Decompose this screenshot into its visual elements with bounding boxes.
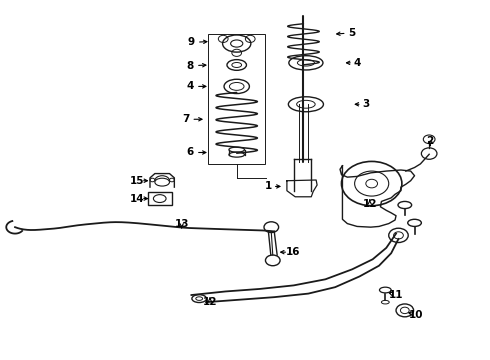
Text: 14: 14 [129,194,144,203]
Text: 13: 13 [174,219,189,229]
Text: 6: 6 [187,148,194,157]
Text: 5: 5 [348,28,356,38]
Text: 1: 1 [265,181,272,192]
Text: 4: 4 [187,81,194,91]
Bar [208,33,266,164]
Text: 12: 12 [363,199,377,209]
Bar [147,192,172,205]
Text: 11: 11 [389,290,403,300]
Text: 3: 3 [362,99,369,109]
Text: 9: 9 [188,37,195,48]
Text: 8: 8 [187,61,194,71]
Text: 2: 2 [426,136,434,147]
Text: 4: 4 [353,58,361,68]
Text: 16: 16 [286,247,300,257]
Text: 10: 10 [409,310,424,320]
Text: 12: 12 [203,297,217,307]
Text: 15: 15 [129,176,144,186]
Text: 7: 7 [182,114,189,124]
